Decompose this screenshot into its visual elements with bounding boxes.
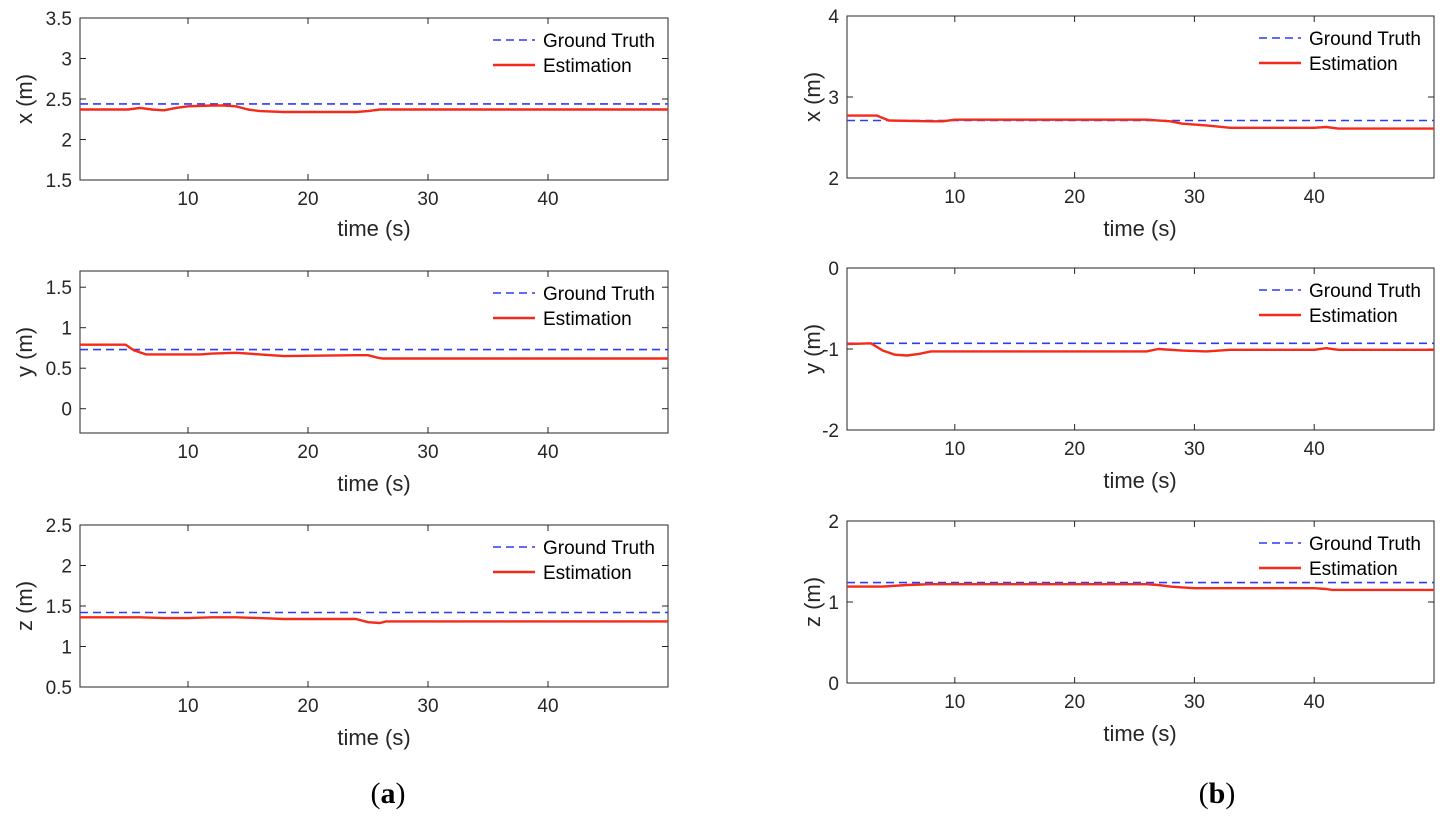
y-axis-label: z (m) <box>12 581 37 631</box>
legend-ground-truth-label: Ground Truth <box>1309 534 1421 555</box>
x-axis-label: time (s) <box>1103 721 1176 746</box>
x-axis-label: time (s) <box>337 216 410 241</box>
y-tick-label: 3.5 <box>46 9 72 30</box>
y-tick-label: 1 <box>61 319 72 340</box>
legend-ground-truth-label: Ground Truth <box>1309 281 1421 302</box>
y-axis-label: x (m) <box>12 74 37 124</box>
y-tick-label: 1 <box>828 593 839 614</box>
estimation-line <box>80 104 668 114</box>
legend-ground-truth-label: Ground Truth <box>543 284 655 305</box>
x-tick-label: 10 <box>177 696 198 717</box>
x-axis-label: time (s) <box>1103 216 1176 241</box>
estimation-line <box>847 114 1434 130</box>
plot-area <box>846 520 1435 684</box>
y-tick-label: -2 <box>822 421 839 442</box>
plot-area <box>79 17 669 181</box>
y-tick-label: -1 <box>822 340 839 361</box>
y-axis-label: x (m) <box>800 72 825 122</box>
x-axis-label: time (s) <box>1103 468 1176 493</box>
y-tick-label: 2.5 <box>46 516 72 537</box>
legend-estimation-label: Estimation <box>1309 306 1398 327</box>
y-tick-label: 3 <box>828 88 839 109</box>
y-tick-label: 0 <box>61 400 72 421</box>
x-tick-label: 30 <box>1184 187 1205 208</box>
x-tick-label: 10 <box>177 189 198 210</box>
estimation-line <box>847 342 1434 357</box>
y-tick-label: 0.5 <box>46 359 72 380</box>
x-tick-label: 30 <box>417 696 438 717</box>
y-tick-label: 1.5 <box>46 171 72 192</box>
x-tick-label: 30 <box>417 442 438 463</box>
x-tick-label: 30 <box>417 189 438 210</box>
x-tick-label: 20 <box>1064 692 1085 713</box>
x-tick-label: 10 <box>944 439 965 460</box>
legend-ground-truth-label: Ground Truth <box>543 538 655 559</box>
y-tick-label: 4 <box>828 7 839 28</box>
x-tick-label: 20 <box>1064 187 1085 208</box>
y-tick-label: 2.5 <box>46 90 72 111</box>
y-tick-label: 2 <box>61 557 72 578</box>
legend-estimation-label: Estimation <box>543 56 632 77</box>
plot-area <box>846 15 1435 179</box>
legend-estimation-label: Estimation <box>543 563 632 584</box>
x-tick-label: 10 <box>944 187 965 208</box>
x-tick-label: 10 <box>177 442 198 463</box>
legend-estimation-label: Estimation <box>1309 559 1398 580</box>
estimation-line <box>80 616 668 625</box>
x-tick-label: 40 <box>1304 439 1325 460</box>
plot-area <box>79 524 669 688</box>
x-tick-label: 20 <box>297 189 318 210</box>
legend-ground-truth-label: Ground Truth <box>543 31 655 52</box>
y-tick-label: 1 <box>61 638 72 659</box>
legend-estimation-label: Estimation <box>543 309 632 330</box>
chart-a-y: time (s) y (m) 10 20 30 40 0 0.5 1 1.5 Ground Tr… <box>12 270 669 496</box>
estimation-line <box>80 343 668 360</box>
y-axis-label: y (m) <box>800 324 825 374</box>
chart-b-z: time (s) z (m) 10 20 30 40 0 1 2 Ground Truth Es… <box>800 512 1435 746</box>
x-tick-label: 40 <box>537 696 558 717</box>
chart-b-y: time (s) y (m) 10 20 30 40 -2 -1 0 Ground Truth… <box>800 259 1435 493</box>
y-tick-label: 2 <box>828 169 839 190</box>
y-tick-label: 3 <box>61 50 72 71</box>
estimation-line <box>847 583 1434 592</box>
x-tick-label: 40 <box>1304 692 1325 713</box>
y-tick-label: 1.5 <box>46 597 72 618</box>
legend-ground-truth-label: Ground Truth <box>1309 29 1421 50</box>
y-tick-label: 1.5 <box>46 278 72 299</box>
x-tick-label: 10 <box>944 692 965 713</box>
plot-area <box>79 270 669 434</box>
x-tick-label: 30 <box>1184 439 1205 460</box>
chart-a-x: time (s) x (m) 10 20 30 40 1.5 2 2.5 3 3.5 Ground… <box>12 9 669 241</box>
y-tick-label: 0.5 <box>46 678 72 699</box>
x-tick-label: 40 <box>1304 187 1325 208</box>
caption-a: (a) <box>371 777 406 810</box>
x-tick-label: 40 <box>537 442 558 463</box>
y-tick-label: 0 <box>828 674 839 695</box>
x-axis-label: time (s) <box>337 471 410 496</box>
x-tick-label: 20 <box>1064 439 1085 460</box>
y-tick-label: 2 <box>61 131 72 152</box>
x-tick-label: 20 <box>297 696 318 717</box>
y-tick-label: 0 <box>828 259 839 280</box>
x-tick-label: 40 <box>537 189 558 210</box>
y-tick-label: 2 <box>828 512 839 533</box>
chart-a-z: time (s) z (m) 10 20 30 40 0.5 1 1.5 2 2.5 Ground… <box>12 516 669 750</box>
y-axis-label: z (m) <box>800 577 825 627</box>
legend-estimation-label: Estimation <box>1309 54 1398 75</box>
x-tick-label: 20 <box>297 442 318 463</box>
x-tick-label: 30 <box>1184 692 1205 713</box>
y-axis-label: y (m) <box>12 327 37 377</box>
x-axis-label: time (s) <box>337 725 410 750</box>
caption-b: (b) <box>1199 777 1236 810</box>
chart-b-x: time (s) x (m) 10 20 30 40 2 3 4 Ground Truth Es… <box>800 7 1435 241</box>
